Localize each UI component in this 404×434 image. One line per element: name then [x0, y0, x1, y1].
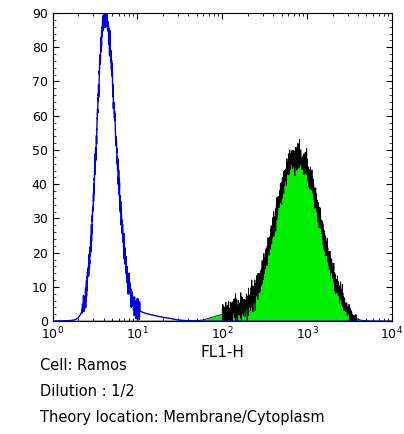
- Text: Dilution : 1/2: Dilution : 1/2: [40, 384, 135, 399]
- X-axis label: FL1-H: FL1-H: [200, 345, 244, 360]
- Text: Cell: Ramos: Cell: Ramos: [40, 358, 127, 373]
- Text: Theory location: Membrane/Cytoplasm: Theory location: Membrane/Cytoplasm: [40, 410, 325, 425]
